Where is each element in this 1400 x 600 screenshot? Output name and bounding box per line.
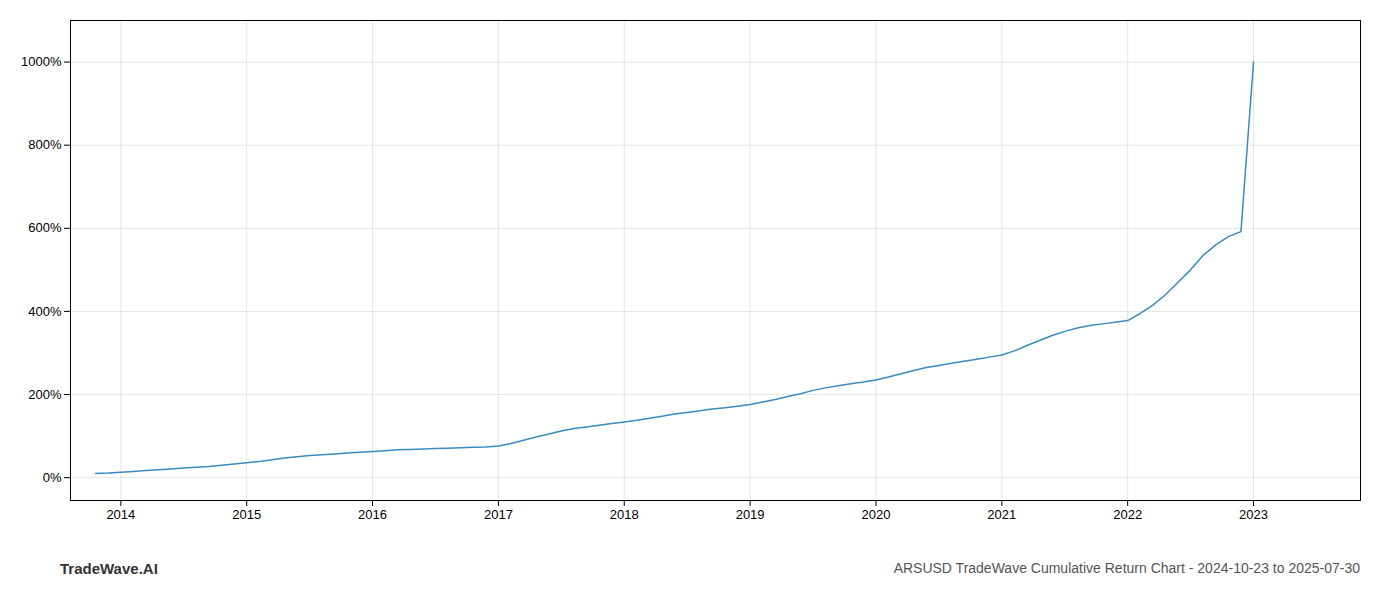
html-text:ARSUSD TradeWave Cumulative Re: ARSUSD TradeWave Cumulative Return Chart…: [893, 560, 1360, 576]
svg-text:2018: 2018: [610, 507, 639, 522]
svg-text:2015: 2015: [232, 507, 261, 522]
svg-text:200%: 200%: [28, 387, 62, 402]
html-text:TradeWave.AI: TradeWave.AI: [60, 559, 158, 577]
svg-text:800%: 800%: [28, 137, 62, 152]
svg-text:2019: 2019: [736, 507, 765, 522]
svg-text:2020: 2020: [862, 507, 891, 522]
svg-text:2017: 2017: [484, 507, 513, 522]
svg-text:2023: 2023: [1239, 507, 1268, 522]
svg-text:600%: 600%: [28, 220, 62, 235]
svg-text:2014: 2014: [106, 507, 135, 522]
svg-text:2021: 2021: [987, 507, 1016, 522]
svg-text:1000%: 1000%: [21, 54, 62, 69]
svg-text:2016: 2016: [358, 507, 387, 522]
svg-text:2022: 2022: [1113, 507, 1142, 522]
svg-text:0%: 0%: [43, 470, 62, 485]
svg-text:400%: 400%: [28, 304, 62, 319]
